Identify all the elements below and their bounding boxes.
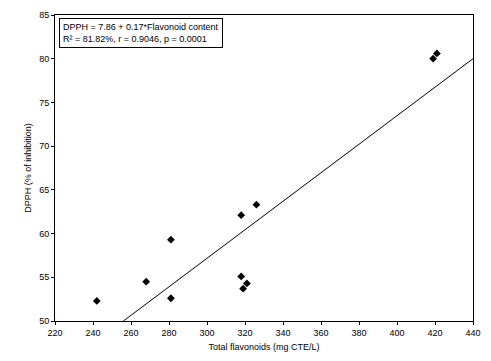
svg-text:400: 400	[389, 328, 404, 338]
svg-text:220: 220	[47, 328, 62, 338]
svg-text:60: 60	[39, 229, 49, 239]
svg-text:Total flavonoids (mg CTE/L): Total flavonoids (mg CTE/L)	[208, 342, 319, 352]
svg-text:380: 380	[351, 328, 366, 338]
svg-text:420: 420	[427, 328, 442, 338]
svg-text:70: 70	[39, 141, 49, 151]
svg-text:75: 75	[39, 98, 49, 108]
svg-text:260: 260	[123, 328, 138, 338]
svg-text:440: 440	[465, 328, 480, 338]
svg-text:DPPH = 7.86 + 0.17*Flavonoid c: DPPH = 7.86 + 0.17*Flavonoid contentR² =…	[63, 22, 219, 44]
svg-text:DPPH (% of inhibition): DPPH (% of inhibition)	[23, 123, 33, 213]
svg-text:340: 340	[275, 328, 290, 338]
svg-text:85: 85	[39, 10, 49, 20]
svg-text:50: 50	[39, 316, 49, 326]
svg-text:320: 320	[237, 328, 252, 338]
svg-text:55: 55	[39, 272, 49, 282]
svg-text:240: 240	[85, 328, 100, 338]
svg-text:280: 280	[161, 328, 176, 338]
svg-text:300: 300	[199, 328, 214, 338]
svg-text:65: 65	[39, 185, 49, 195]
svg-text:80: 80	[39, 54, 49, 64]
svg-text:360: 360	[313, 328, 328, 338]
